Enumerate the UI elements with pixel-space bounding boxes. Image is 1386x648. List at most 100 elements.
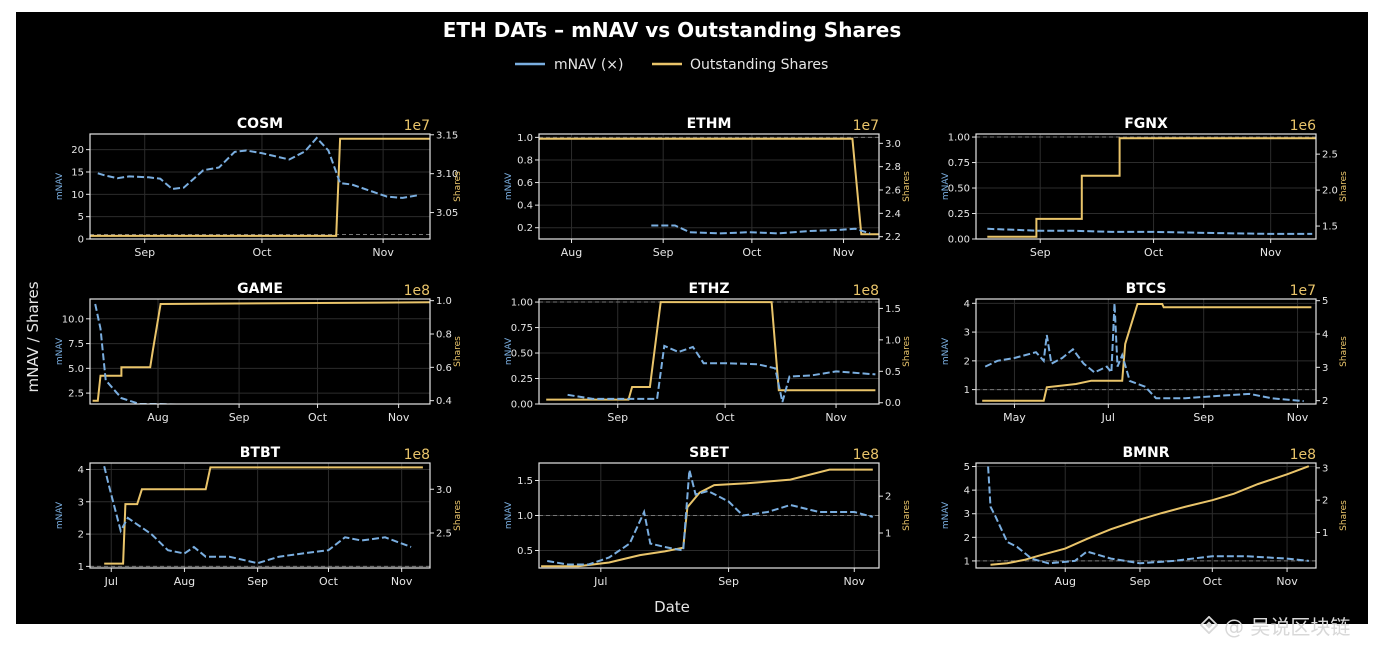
y-left-tick-label: 0.25 (948, 209, 970, 220)
y-right-tick-label: 2.8 (885, 162, 901, 173)
y-left-tick-label: 0.6 (517, 178, 533, 189)
series-outstanding-shares-sbet (541, 468, 873, 568)
series-outstanding-shares-btcs (982, 303, 1312, 402)
x-tick-label: Sep (134, 246, 155, 259)
x-tick-label: Aug (174, 575, 195, 588)
figure-ylabel: mNAV / Shares (24, 281, 42, 392)
y-left-tick-label: 10.0 (62, 314, 84, 325)
x-tick-label: Oct (252, 246, 272, 259)
x-tick-label: Sep (1030, 246, 1051, 259)
panel-cosm: Sep Oct Nov 0 5 10 15 20 3.05 3.10 3.15 COSM 1e7 mNAV… (55, 116, 463, 259)
plot-frame (89, 298, 431, 405)
y-left-tick-label: 0.00 (511, 400, 533, 411)
y-left-tick-label: 0.25 (511, 374, 533, 385)
plot-frame (89, 462, 431, 569)
series-outstanding-shares-ethm (539, 137, 879, 236)
panel-title-sbet: SBET (689, 445, 729, 461)
y-left-tick-label: 0.5 (517, 546, 533, 557)
y-right-tick-label: 2.0 (1322, 186, 1338, 197)
y-right-tick-label: 1 (1322, 528, 1328, 539)
y-left-tick-label: 1 (78, 562, 84, 573)
x-tick-label: Aug (147, 411, 168, 424)
panel-title-ethm: ETHM (687, 116, 732, 132)
x-tick-label: Sep (607, 411, 628, 424)
panel-exponent-game: 1e8 (404, 283, 430, 299)
panel-title-btcs: BTCS (1126, 281, 1167, 297)
right-axis-label: Shares (902, 500, 912, 531)
x-tick-label: Jul (1101, 411, 1115, 424)
right-axis-label: Shares (902, 171, 912, 202)
panel-exponent-sbet: 1e8 (853, 447, 879, 463)
series-outstanding-shares-bmnr (990, 465, 1310, 566)
panel-exponent-btcs: 1e7 (1290, 283, 1316, 299)
y-left-tick-label: 4 (78, 465, 84, 476)
x-tick-label: Nov (833, 246, 855, 259)
panel-btbt: Jul Aug Sep Oct Nov 1 2 3 4 2.5 3.0 BTBT 1e8 mNAV Shar… (55, 445, 463, 588)
y-left-tick-label: 1.0 (517, 511, 533, 522)
y-right-tick-label: 0.8 (436, 330, 452, 341)
y-right-tick-label: 2 (1322, 396, 1328, 407)
plot-frame (975, 462, 1317, 569)
y-left-tick-label: 1 (964, 556, 970, 567)
series-mnav-ethm (651, 224, 871, 235)
panel-exponent-fgnx: 1e6 (1290, 118, 1317, 134)
y-left-tick-label: 3 (964, 328, 970, 339)
left-axis-label: mNAV (55, 501, 65, 529)
series-mnav-game (94, 303, 195, 404)
panel-exponent-bmnr: 1e8 (1290, 447, 1316, 463)
watermark: @ 吴说区块链 (1200, 608, 1386, 642)
y-right-tick-label: 0.0 (885, 398, 901, 409)
panel-exponent-cosm: 1e7 (404, 118, 430, 134)
y-left-tick-label: 2.5 (68, 389, 84, 400)
x-tick-label: Aug (1054, 575, 1075, 588)
y-right-tick-label: 3.05 (436, 208, 458, 219)
panel-title-game: GAME (237, 281, 283, 297)
series-outstanding-shares-btbt (104, 466, 423, 565)
y-right-tick-label: 4 (1322, 330, 1328, 341)
right-axis-label: Shares (1339, 171, 1349, 202)
y-left-tick-label: 0.50 (511, 349, 533, 360)
y-left-tick-label: 0.8 (517, 155, 533, 166)
x-tick-label: Sep (229, 411, 250, 424)
watermark-text: @ 吴说区块链 (1224, 614, 1351, 639)
x-tick-label: Sep (653, 246, 674, 259)
panel-title-ethz: ETHZ (689, 281, 730, 297)
x-tick-label: May (1003, 411, 1026, 424)
x-tick-label: Nov (1276, 575, 1298, 588)
y-right-tick-label: 1 (885, 529, 891, 540)
plot-frame (975, 298, 1317, 405)
diamond-logo-icon (1200, 616, 1218, 634)
x-tick-label: Sep (718, 575, 739, 588)
y-right-tick-label: 1.5 (1322, 222, 1338, 233)
y-right-tick-label: 1.0 (885, 335, 901, 346)
y-right-tick-label: 2.6 (885, 186, 901, 197)
panel-btcs: May Jul Sep Nov 1 2 3 4 2 3 4 5 BTCS 1e7 mNAV Shares (941, 281, 1349, 424)
plot-frame (89, 133, 431, 240)
left-axis-label: mNAV (504, 172, 514, 200)
panel-ethz: Sep Oct Nov 0.00 0.25 0.50 0.75 1.00 0.0 0.5 1.0 1.… (504, 281, 912, 424)
y-left-tick-label: 3 (78, 497, 84, 508)
right-axis-label: Shares (453, 171, 463, 202)
x-tick-label: Sep (1130, 575, 1151, 588)
y-right-tick-label: 3.15 (436, 130, 458, 141)
left-axis-label: mNAV (941, 337, 951, 365)
plot-frame (538, 133, 880, 240)
series-mnav-cosm (97, 136, 419, 199)
panel-title-bmnr: BMNR (1122, 445, 1169, 461)
y-right-tick-label: 2.5 (436, 529, 452, 540)
panel-title-fgnx: FGNX (1124, 116, 1168, 132)
left-axis-label: mNAV (941, 501, 951, 529)
x-tick-label: Nov (391, 575, 413, 588)
y-left-tick-label: 1.00 (511, 298, 533, 309)
legend-mnav-label: mNAV (×) (554, 57, 623, 73)
y-left-tick-label: 10 (71, 190, 84, 201)
figure-title: ETH DATs – mNAV vs Outstanding Shares (443, 18, 902, 42)
series-mnav-sbet (547, 469, 874, 566)
y-right-tick-label: 0.4 (436, 396, 452, 407)
left-axis-label: mNAV (504, 501, 514, 529)
y-right-tick-label: 3 (1322, 363, 1328, 374)
x-tick-label: Nov (1287, 411, 1309, 424)
plot-frame (975, 133, 1317, 240)
x-tick-label: Nov (372, 246, 394, 259)
